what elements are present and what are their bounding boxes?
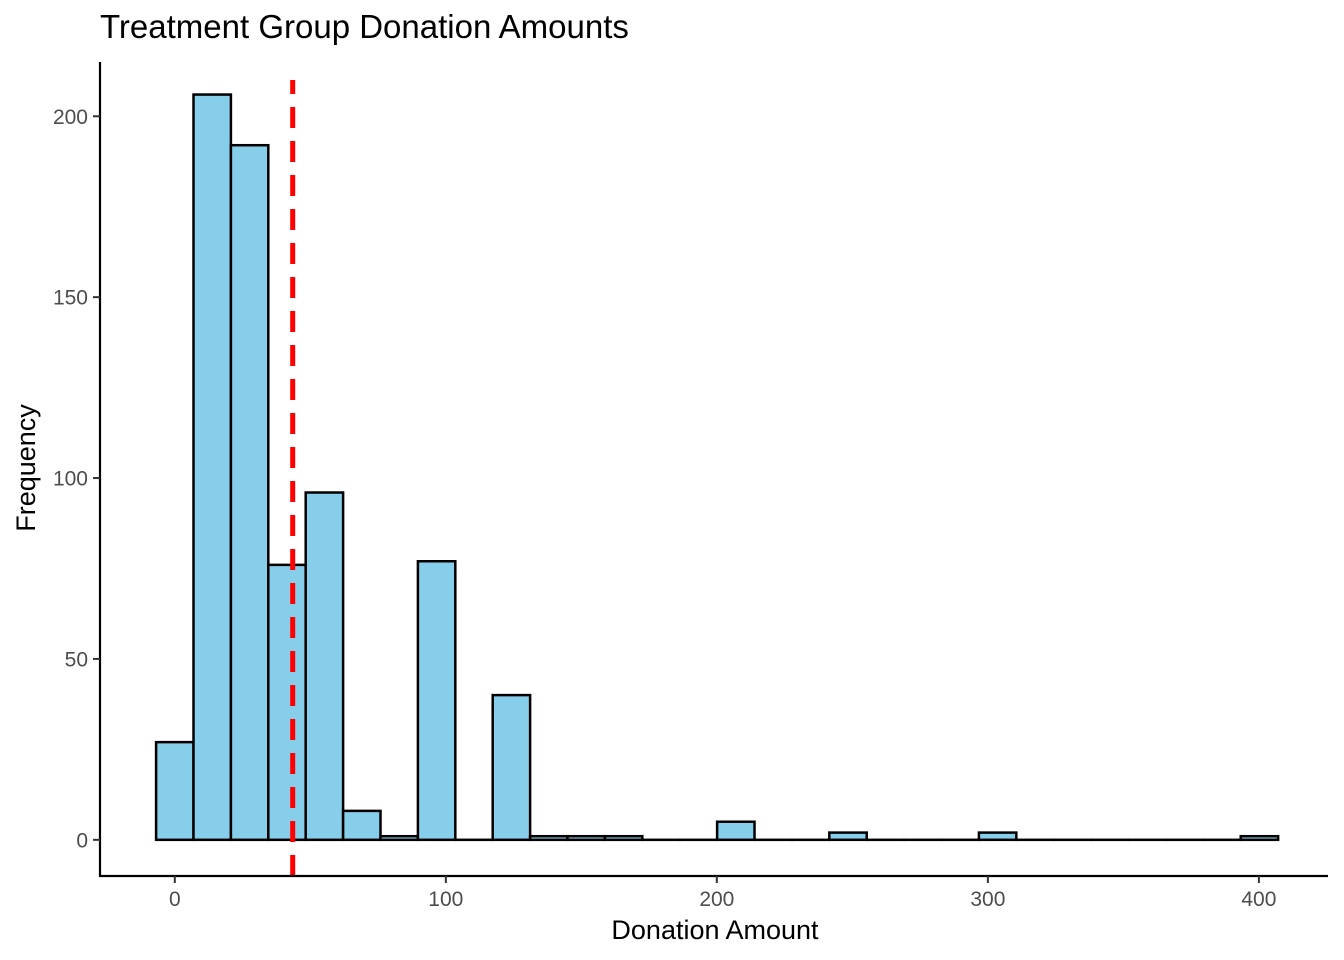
x-tick-label: 200 — [699, 888, 734, 911]
chart-title: Treatment Group Donation Amounts — [100, 8, 629, 45]
histogram-bar — [491, 693, 532, 842]
x-ticks-group: 0 100 200 300 400 — [169, 876, 1276, 911]
y-tick-label: 200 — [53, 106, 88, 129]
bars-group — [154, 93, 1280, 842]
y-ticks-group: 0 50 100 150 200 — [53, 106, 100, 852]
y-axis-label: Frequency — [11, 404, 41, 532]
x-tick-label: 0 — [169, 888, 181, 911]
x-axis-label: Donation Amount — [611, 915, 819, 945]
y-tick-label: 0 — [76, 829, 88, 852]
x-tick-label: 400 — [1241, 888, 1276, 911]
x-tick-label: 100 — [428, 888, 463, 911]
y-tick-label: 150 — [53, 287, 88, 310]
histogram-bar — [528, 834, 569, 842]
histogram-bar — [416, 560, 457, 842]
histogram-bar — [192, 93, 233, 842]
x-tick-label: 300 — [970, 888, 1005, 911]
histogram-bar — [566, 834, 607, 842]
histogram-bar — [229, 143, 270, 842]
axes-group — [98, 62, 1328, 878]
histogram-bar — [304, 491, 345, 842]
histogram-bar — [977, 831, 1018, 842]
y-tick-label: 50 — [65, 648, 88, 671]
histogram-bar — [715, 820, 756, 842]
histogram-bar — [1239, 834, 1280, 842]
histogram-bar — [154, 740, 195, 842]
histogram-bar — [341, 809, 382, 842]
histogram-bar — [603, 834, 644, 842]
histogram-bar — [267, 563, 307, 842]
y-tick-label: 100 — [53, 468, 88, 491]
histogram-bar — [379, 834, 420, 842]
histogram-bar — [828, 831, 868, 842]
